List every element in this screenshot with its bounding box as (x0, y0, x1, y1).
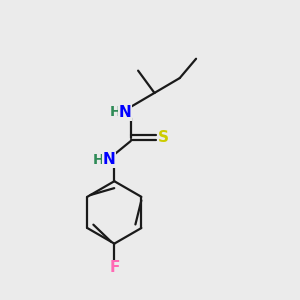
Text: N: N (119, 105, 132, 120)
Text: S: S (158, 130, 169, 145)
Text: F: F (109, 260, 119, 275)
Text: N: N (103, 152, 116, 167)
Text: H: H (110, 105, 121, 119)
Text: H: H (93, 153, 105, 167)
